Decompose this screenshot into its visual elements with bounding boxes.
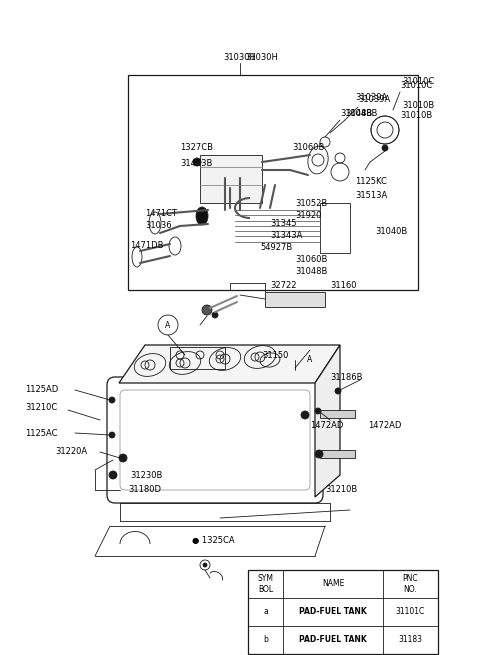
Text: PNC
NO.: PNC NO.	[403, 574, 418, 593]
Text: 1125AC: 1125AC	[25, 428, 58, 438]
Bar	[248, 570, 438, 654]
Text: 31150: 31150	[262, 350, 288, 360]
Text: 31920: 31920	[295, 212, 322, 221]
Bar	[320, 203, 350, 253]
Text: 31040B: 31040B	[375, 227, 407, 236]
Text: b: b	[263, 635, 268, 645]
Text: 31220A: 31220A	[55, 447, 87, 457]
Bar	[265, 292, 325, 307]
Circle shape	[203, 563, 207, 567]
Polygon shape	[119, 345, 340, 383]
Text: 1471CT: 1471CT	[145, 210, 177, 219]
Text: 31060B: 31060B	[292, 143, 324, 153]
Circle shape	[109, 471, 117, 479]
Text: 1125KC: 1125KC	[355, 178, 387, 187]
Text: 31180D: 31180D	[128, 485, 161, 495]
Text: A: A	[166, 320, 170, 329]
Text: 54927B: 54927B	[260, 244, 292, 252]
Circle shape	[193, 158, 201, 166]
Text: SYM
BOL: SYM BOL	[257, 574, 274, 593]
Text: PAD-FUEL TANK: PAD-FUEL TANK	[299, 635, 367, 645]
Text: 31048B: 31048B	[340, 109, 372, 117]
Text: 31060B: 31060B	[295, 255, 327, 265]
Text: 31186B: 31186B	[330, 373, 362, 381]
Text: 31343A: 31343A	[270, 231, 302, 240]
Circle shape	[301, 411, 309, 419]
Text: 1472AD: 1472AD	[368, 421, 401, 430]
Circle shape	[202, 305, 212, 315]
Text: 31453B: 31453B	[180, 159, 212, 168]
Circle shape	[109, 397, 115, 403]
Text: 31210C: 31210C	[25, 403, 57, 413]
Text: 31210B: 31210B	[325, 485, 357, 495]
Text: 31010B: 31010B	[400, 111, 432, 119]
Circle shape	[212, 312, 218, 318]
Text: 1125AD: 1125AD	[25, 386, 58, 394]
FancyBboxPatch shape	[107, 377, 323, 503]
Circle shape	[119, 454, 127, 462]
Text: a: a	[263, 607, 268, 616]
Bar	[320, 410, 355, 418]
Text: 31010B: 31010B	[402, 100, 434, 109]
Text: 31230B: 31230B	[130, 470, 162, 479]
Circle shape	[315, 450, 323, 458]
Text: 31010C: 31010C	[402, 77, 434, 86]
Bar	[170, 347, 225, 369]
Text: PAD-FUEL TANK: PAD-FUEL TANK	[299, 607, 367, 616]
Circle shape	[315, 408, 321, 414]
Text: ● 1325CA: ● 1325CA	[192, 536, 235, 544]
Bar	[128, 75, 418, 290]
Circle shape	[109, 432, 115, 438]
Text: 31039A: 31039A	[355, 92, 387, 102]
Circle shape	[382, 145, 388, 151]
Text: 31036: 31036	[145, 221, 172, 231]
Ellipse shape	[196, 207, 208, 225]
Text: 1471DB: 1471DB	[130, 240, 164, 250]
Text: 31513A: 31513A	[355, 191, 387, 200]
Text: 31048B: 31048B	[345, 109, 377, 117]
Text: 31183: 31183	[398, 635, 422, 645]
Text: 31048B: 31048B	[295, 267, 327, 276]
Text: 31052B: 31052B	[295, 200, 327, 208]
Text: 31030H: 31030H	[224, 52, 256, 62]
Text: 31345: 31345	[270, 219, 297, 229]
Text: 31160: 31160	[330, 280, 357, 290]
Text: 1472AD: 1472AD	[310, 421, 343, 430]
Text: 31030H: 31030H	[245, 52, 278, 62]
Text: 31010C: 31010C	[400, 81, 432, 90]
Bar	[320, 450, 355, 458]
Text: NAME: NAME	[322, 580, 344, 588]
Circle shape	[335, 388, 341, 394]
Bar	[200, 155, 262, 203]
Text: 31039A: 31039A	[358, 96, 390, 105]
Polygon shape	[315, 345, 340, 497]
Text: 32722: 32722	[270, 280, 297, 290]
Text: A: A	[307, 356, 312, 364]
Text: 1327CB: 1327CB	[180, 143, 213, 153]
Text: 31101C: 31101C	[396, 607, 425, 616]
